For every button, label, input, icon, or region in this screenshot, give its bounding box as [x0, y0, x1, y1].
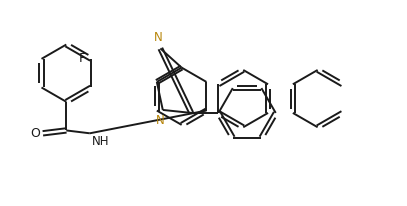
Text: F: F: [79, 52, 86, 64]
Text: O: O: [30, 127, 39, 140]
Text: N: N: [156, 114, 165, 127]
Text: N: N: [153, 32, 162, 44]
Text: NH: NH: [92, 135, 109, 148]
